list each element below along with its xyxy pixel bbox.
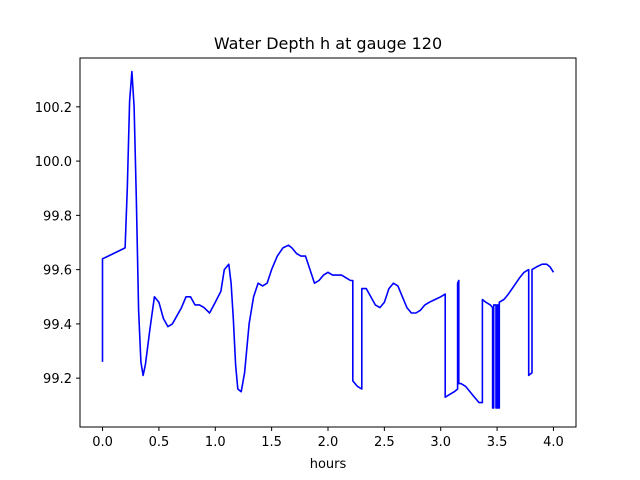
x-tick-label: 4.0 xyxy=(543,435,564,450)
chart-title: Water Depth h at gauge 120 xyxy=(214,34,442,53)
x-tick-label: 0.5 xyxy=(149,435,170,450)
x-tick-label: 1.5 xyxy=(261,435,282,450)
y-tick-label: 99.6 xyxy=(43,264,72,279)
y-tick-label: 99.2 xyxy=(43,372,72,387)
x-tick-label: 3.5 xyxy=(487,435,508,450)
x-tick-label: 1.0 xyxy=(205,435,226,450)
y-tick-label: 99.4 xyxy=(43,318,72,333)
y-axis: 99.2 99.4 99.6 99.8 100.0 100.2 xyxy=(35,101,80,387)
plot-area xyxy=(101,70,555,409)
x-tick-label: 2.0 xyxy=(318,435,339,450)
x-tick-label: 0.0 xyxy=(92,435,113,450)
y-tick-label: 99.8 xyxy=(43,209,72,224)
y-tick-label: 100.0 xyxy=(35,155,72,170)
x-tick-label: 2.5 xyxy=(374,435,395,450)
x-tick-label: 3.0 xyxy=(430,435,451,450)
x-axis: 0.0 0.5 1.0 1.5 2.0 2.5 3.0 3.5 4.0 xyxy=(92,427,564,450)
y-tick-label: 100.2 xyxy=(35,101,72,116)
series-line-0 xyxy=(101,70,555,409)
x-axis-label: hours xyxy=(310,457,347,472)
